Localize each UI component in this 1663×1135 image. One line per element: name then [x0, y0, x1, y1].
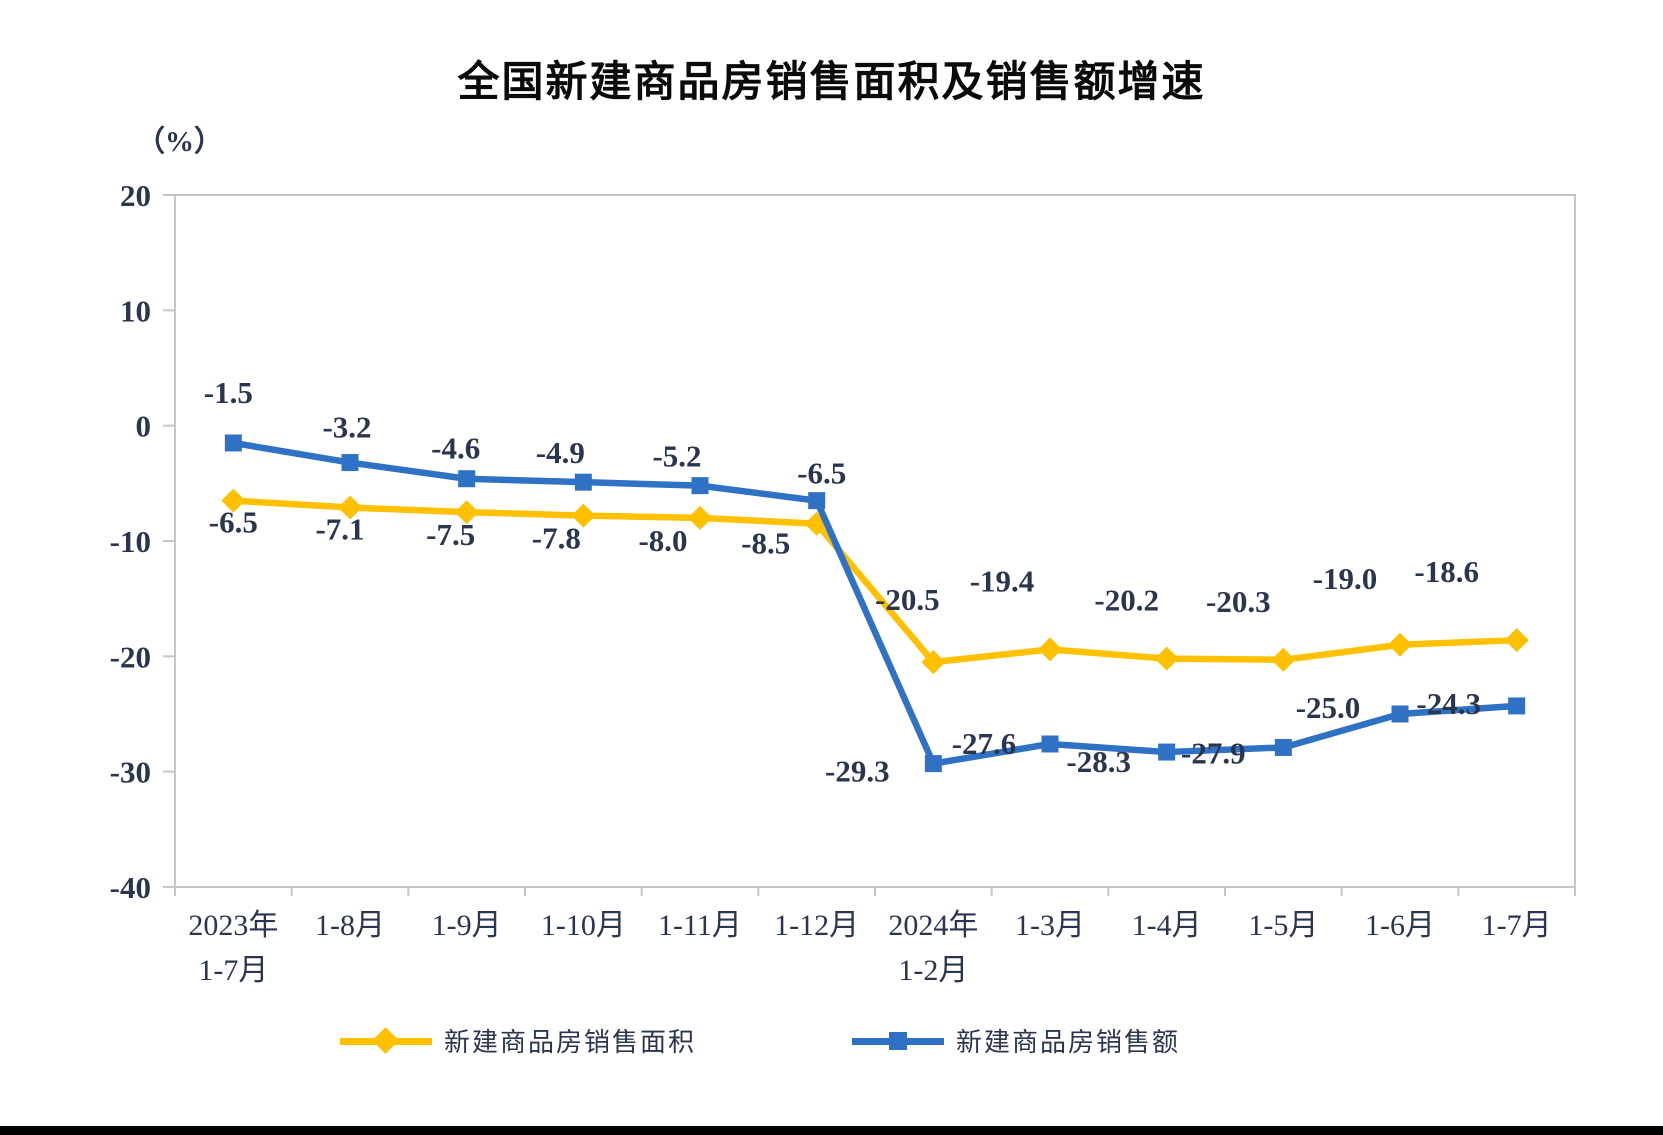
- sales-area-data-point-marker: [1271, 647, 1296, 672]
- line-chart: 20 10 0 -10 -20 -30 -40 2023年 1-7月 1-8月 1-9月 1-10月 1…: [110, 178, 1576, 987]
- x-axis-category-label: 1-8月: [315, 909, 385, 942]
- sales-area-data-label: -7.5: [426, 517, 475, 552]
- sales-value-data-point-marker: [808, 492, 826, 510]
- sales-value-data-point-marker: [1274, 738, 1292, 756]
- sales-area-data-point-marker: [454, 500, 479, 525]
- bottom-border-bar: [0, 1126, 1663, 1135]
- sales-value-data-label: -1.5: [204, 375, 253, 410]
- sales-value-data-label: -29.3: [825, 754, 890, 789]
- x-axis-category-label: 1-3月: [1015, 909, 1085, 942]
- sales-area-data-point-marker: [571, 503, 596, 528]
- y-axis-tick-label: 0: [136, 409, 152, 444]
- sales-area-data-point-marker: [1388, 632, 1412, 657]
- sales-value-data-label: -24.3: [1416, 686, 1481, 721]
- chart-legend: 新建商品房销售面积 新建商品房销售额: [340, 1022, 1180, 1059]
- legend-item-sales-value: 新建商品房销售额: [851, 1022, 1180, 1059]
- sales-area-data-point-marker: [221, 488, 246, 513]
- sales-area-data-point-marker: [688, 505, 712, 530]
- y-axis-tick-label: 20: [120, 178, 151, 213]
- sales-area-data-point-marker: [338, 495, 362, 520]
- sales-value-data-point-marker: [574, 473, 592, 491]
- sales-value-legend-swatch: [851, 1028, 944, 1054]
- sales-area-data-point-marker: [1154, 646, 1179, 671]
- x-axis-category-label: 2024年: [888, 909, 978, 942]
- y-axis-tick-label: -20: [110, 639, 151, 674]
- y-axis-tick-label: -30: [110, 755, 151, 790]
- x-axis-category-label: 1-10月: [541, 909, 626, 942]
- y-axis-tick-label: -10: [110, 524, 151, 559]
- sales-value-data-label: -3.2: [322, 410, 371, 445]
- x-axis-category-label: 1-6月: [1365, 909, 1435, 942]
- square-marker-icon: [888, 1031, 907, 1050]
- legend-label-sales-value: 新建商品房销售额: [955, 1028, 1180, 1057]
- sales-value-data-point-marker: [1508, 697, 1526, 715]
- sales-value-data-point-marker: [458, 470, 476, 488]
- sales-area-data-label: -6.5: [209, 505, 258, 540]
- sales-value-data-label: -6.5: [797, 456, 846, 491]
- sales-value-data-point-marker: [1391, 705, 1409, 723]
- sales-value-data-label: -5.2: [652, 439, 701, 474]
- sales-value-data-label: -4.9: [536, 435, 585, 470]
- x-axis-category-label-line2: 1-2月: [898, 954, 968, 987]
- y-axis-unit-label: （%）: [136, 126, 224, 158]
- sales-value-series-line: [230, 439, 1520, 767]
- y-axis-tick-label: 10: [120, 293, 151, 328]
- sales-value-data-label: -27.6: [952, 726, 1017, 761]
- sales-value-data-label: -4.6: [431, 431, 480, 466]
- sales-value-data-point-marker: [1158, 743, 1176, 761]
- x-axis-category-label: 1-5月: [1248, 909, 1318, 942]
- x-axis-category-label: 1-12月: [774, 909, 859, 942]
- sales-area-series-line: [230, 497, 1520, 666]
- legend-item-sales-area: 新建商品房销售面积: [340, 1022, 696, 1059]
- x-axis-category-label-line2: 1-7月: [198, 954, 268, 987]
- sales-value-data-point-marker: [1041, 735, 1059, 753]
- sales-area-legend-swatch: [340, 1026, 432, 1054]
- x-axis-category-label: 2023年: [188, 909, 278, 942]
- sales-area-data-label: -8.5: [741, 526, 790, 561]
- sales-area-data-label: -20.3: [1206, 584, 1271, 619]
- sales-area-data-point-marker: [921, 650, 946, 675]
- sales-area-data-point-marker: [1038, 637, 1062, 662]
- sales-area-data-label: -20.5: [875, 582, 940, 617]
- sales-value-data-point-marker: [224, 434, 242, 452]
- sales-area-data-label: -7.8: [532, 521, 581, 556]
- sales-area-data-label: -8.0: [638, 523, 687, 558]
- sales-value-data-point-marker: [341, 454, 359, 472]
- sales-area-data-label: -19.0: [1313, 561, 1378, 596]
- sales-value-data-label: -28.3: [1066, 744, 1131, 779]
- sales-value-data-point-marker: [691, 477, 709, 495]
- sales-value-data-point-marker: [924, 755, 942, 773]
- sales-area-data-label: -7.1: [315, 512, 364, 547]
- x-axis-category-label: 1-4月: [1132, 909, 1202, 942]
- diamond-marker-icon: [372, 1026, 399, 1054]
- sales-area-data-point-marker: [1504, 628, 1529, 653]
- chart-title: 全国新建商品房销售面积及销售额增速: [457, 58, 1206, 105]
- x-axis-category-label: 1-7月: [1482, 909, 1552, 942]
- x-axis-category-label: 1-9月: [432, 909, 502, 942]
- sales-value-data-label: -25.0: [1296, 690, 1361, 725]
- sales-value-data-label: -27.9: [1181, 735, 1246, 770]
- sales-area-data-label: -19.4: [970, 563, 1035, 598]
- x-axis-category-label: 1-11月: [658, 909, 742, 942]
- y-axis-tick-label: -40: [110, 870, 151, 905]
- sales-area-data-label: -20.2: [1094, 583, 1159, 618]
- sales-area-data-label: -18.6: [1414, 554, 1479, 589]
- legend-label-sales-area: 新建商品房销售面积: [444, 1028, 697, 1057]
